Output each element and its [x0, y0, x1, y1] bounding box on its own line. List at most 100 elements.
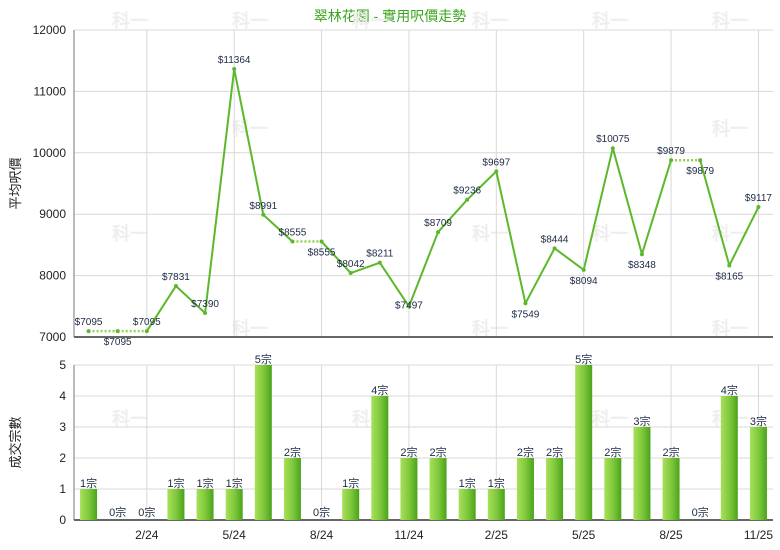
- count-bar: [516, 458, 534, 520]
- count-y-tick-label: 2: [59, 451, 66, 465]
- count-bar: [429, 458, 447, 520]
- price-data-label: $8709: [424, 218, 452, 229]
- count-data-label: 4宗: [371, 383, 388, 397]
- price-line-segment: [728, 206, 760, 266]
- price-y-axis-title: 平均呎價: [8, 157, 23, 209]
- watermark-layer: 科一科一科一科一科一科一科一科一科一科一科一科一科一科一科一科一科一科一科一: [112, 10, 748, 429]
- x-tick-label: 2/24: [135, 528, 159, 542]
- count-data-label: 2宗: [546, 445, 563, 459]
- count-data-label: 0宗: [138, 505, 155, 519]
- count-bar: [80, 489, 98, 520]
- watermark-text: 科一: [352, 10, 388, 31]
- count-data-label: 3宗: [750, 414, 767, 428]
- price-point: [756, 205, 761, 210]
- price-data-label: $7095: [133, 317, 161, 328]
- watermark-text: 科一: [232, 10, 268, 31]
- count-bar: [283, 458, 301, 520]
- watermark-text: 科一: [232, 318, 268, 339]
- chart-title: 翠林花園 - 實用呎價走勢: [313, 8, 467, 24]
- price-data-label: $8042: [337, 259, 365, 270]
- price-data-label: $7831: [162, 272, 190, 283]
- price-point: [232, 67, 237, 72]
- price-line-segment: [640, 159, 673, 255]
- watermark-text: 科一: [712, 118, 748, 139]
- price-line-segment: [553, 247, 585, 271]
- price-data-label: $8165: [715, 271, 743, 282]
- price-y-tick-label: 7000: [39, 330, 66, 344]
- count-data-label: 2宗: [430, 445, 447, 459]
- price-data-label: $8555: [308, 248, 336, 259]
- price-line-segment: [145, 285, 177, 332]
- price-data-label: $7095: [75, 317, 103, 328]
- price-data-label: $8444: [541, 234, 569, 245]
- watermark-text: 科一: [592, 223, 628, 244]
- price-point: [581, 267, 586, 272]
- count-bar: [720, 396, 738, 520]
- price-line-segment: [204, 68, 236, 314]
- count-bar: [458, 489, 476, 520]
- count-bar: [575, 365, 593, 520]
- price-line-segment: [320, 240, 352, 274]
- count-y-tick-label: 3: [59, 420, 66, 434]
- price-line-segment: [175, 285, 206, 314]
- price-data-label: $9117: [745, 193, 773, 204]
- count-data-label: 1宗: [342, 476, 359, 490]
- price-point: [552, 246, 557, 251]
- price-point: [290, 239, 295, 244]
- count-bar: [546, 458, 564, 520]
- x-tick-label: 5/24: [223, 528, 247, 542]
- price-y-tick-label: 8000: [39, 269, 66, 283]
- price-point: [610, 146, 615, 151]
- price-data-label: $10075: [596, 134, 630, 145]
- price-data-label: $9879: [686, 166, 714, 177]
- count-y-tick-label: 4: [59, 389, 66, 403]
- watermark-text: 科一: [712, 318, 748, 339]
- price-point: [144, 329, 149, 334]
- price-y-tick-label: 9000: [39, 207, 66, 221]
- price-line-segment: [262, 214, 294, 243]
- watermark-text: 科一: [112, 223, 148, 244]
- count-bar: [342, 489, 360, 520]
- count-y-tick-label: 5: [59, 358, 66, 372]
- price-point: [115, 329, 120, 334]
- price-trend-panel: 700080009000100001100012000平均呎價$7095$709…: [8, 23, 773, 348]
- count-bar: [254, 365, 272, 520]
- price-point: [669, 158, 674, 163]
- price-data-label: $7497: [395, 300, 423, 311]
- count-data-label: 5宗: [575, 352, 592, 366]
- count-y-axis-title: 成交宗數: [8, 416, 23, 468]
- count-data-label: 2宗: [517, 445, 534, 459]
- price-point: [348, 271, 353, 276]
- count-bar: [371, 396, 389, 520]
- count-data-label: 0宗: [109, 505, 126, 519]
- price-data-label: $9879: [657, 146, 685, 157]
- price-data-label: $7390: [191, 299, 219, 310]
- price-line-segment: [408, 231, 439, 307]
- price-data-label: $8555: [279, 228, 307, 239]
- price-point: [406, 304, 411, 309]
- count-data-label: 5宗: [255, 352, 272, 366]
- price-line-segment: [378, 262, 410, 308]
- price-data-label: $11364: [218, 55, 251, 66]
- price-data-label: $9697: [482, 157, 510, 168]
- price-y-tick-label: 11000: [34, 84, 67, 98]
- price-point: [203, 311, 208, 316]
- price-point: [465, 197, 470, 202]
- price-line-segment: [233, 68, 265, 215]
- count-bar: [662, 458, 680, 520]
- watermark-text: 科一: [472, 223, 508, 244]
- price-data-label: $7095: [104, 337, 132, 348]
- watermark-text: 科一: [112, 10, 148, 31]
- price-point: [698, 158, 703, 163]
- count-data-label: 0宗: [313, 505, 330, 519]
- count-data-label: 1宗: [197, 476, 214, 490]
- count-bar: [167, 489, 185, 520]
- price-data-label: $7549: [512, 309, 540, 320]
- price-data-label: $9236: [453, 186, 481, 197]
- count-data-label: 3宗: [633, 414, 650, 428]
- x-tick-label: 8/24: [310, 528, 334, 542]
- x-tick-label: 8/25: [659, 528, 683, 542]
- x-tick-label: 11/25: [744, 528, 773, 542]
- count-bar: [400, 458, 418, 520]
